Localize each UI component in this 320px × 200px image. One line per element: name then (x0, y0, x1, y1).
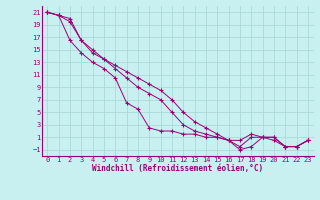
X-axis label: Windchill (Refroidissement éolien,°C): Windchill (Refroidissement éolien,°C) (92, 164, 263, 173)
